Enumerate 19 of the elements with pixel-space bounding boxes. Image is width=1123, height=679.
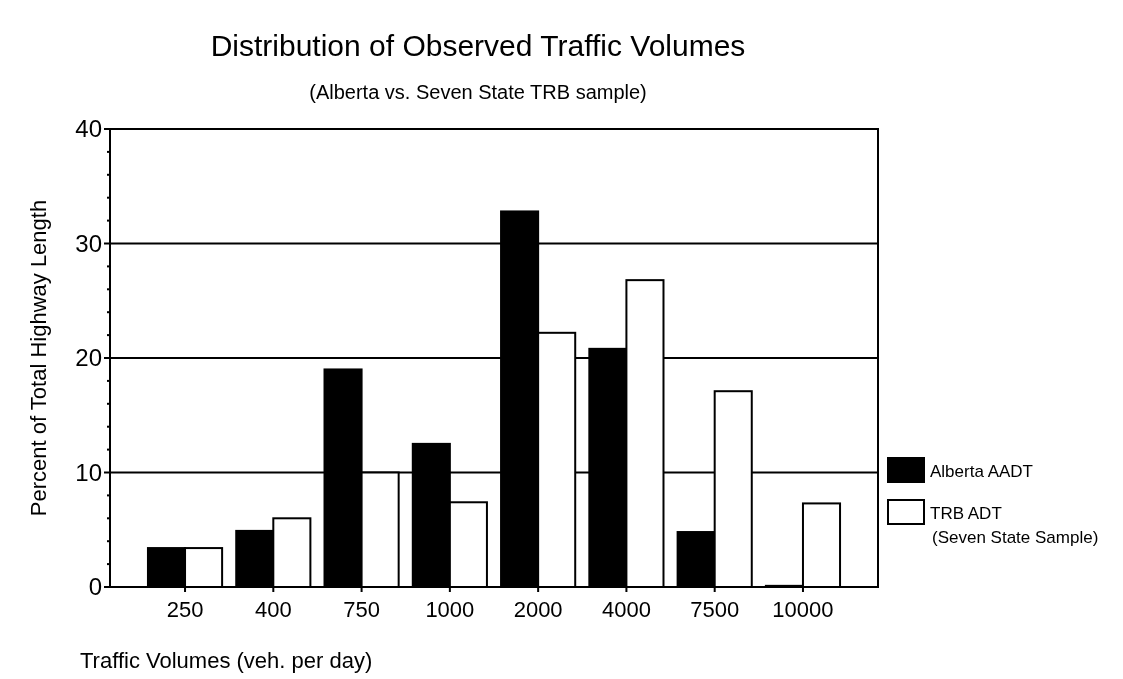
chart-subtitle: (Alberta vs. Seven State TRB sample) bbox=[309, 81, 647, 103]
x-tick-label: 400 bbox=[254, 597, 292, 622]
x-axis-title: Traffic Volumes (veh. per day) bbox=[80, 648, 373, 673]
x-tick-label: 250 bbox=[166, 597, 204, 622]
y-axis-title: Percent of Total Highway Length bbox=[26, 199, 51, 517]
y-tick-label: 0 bbox=[88, 573, 102, 601]
x-tick-label: 7500 bbox=[690, 597, 740, 622]
legend-label: Alberta AADT bbox=[930, 462, 1033, 481]
x-tick-label: 1000 bbox=[425, 597, 475, 622]
y-tick-label: 40 bbox=[75, 115, 102, 143]
legend-label: TRB ADT (Seven State Sample) bbox=[930, 504, 1099, 547]
x-tick-label: 2000 bbox=[513, 597, 563, 622]
x-tick-label: 4000 bbox=[601, 597, 651, 622]
x-tick-label: 750 bbox=[343, 597, 380, 622]
x-tick-label: 10000 bbox=[772, 597, 834, 622]
chart-title: Distribution of Observed Traffic Volumes bbox=[210, 29, 746, 62]
y-tick-label: 20 bbox=[75, 344, 102, 372]
y-tick-label: 30 bbox=[75, 229, 102, 257]
y-tick-label: 10 bbox=[75, 458, 102, 486]
